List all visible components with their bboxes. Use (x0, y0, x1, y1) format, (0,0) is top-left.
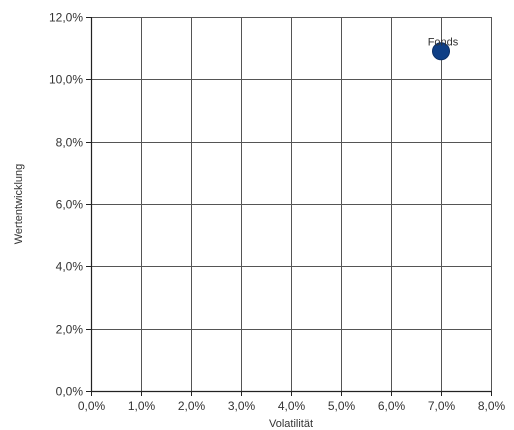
tick-labels: 0,0% 2,0% 4,0% 6,0% 8,0% 10,0% 12,0% 0,0% 1,0% 2,… (49, 11, 506, 414)
x-tick-label: 2,0% (178, 399, 206, 413)
y-tick-label: 8,0% (56, 136, 84, 150)
x-tick-label: 3,0% (228, 399, 256, 413)
x-tick-label: 1,0% (128, 399, 156, 413)
x-tick-label: 6,0% (378, 399, 406, 413)
data-point (432, 42, 450, 61)
x-tick-label: 5,0% (328, 399, 356, 413)
y-tick-label: 12,0% (49, 11, 83, 25)
y-tick-label: 0,0% (56, 385, 84, 399)
y-tick-label: 4,0% (56, 260, 84, 274)
grid-lines (91, 17, 492, 392)
y-tick-label: 2,0% (56, 323, 84, 337)
x-tick-label: 8,0% (478, 399, 506, 413)
y-tick-label: 6,0% (56, 198, 84, 212)
data-points: Fonds (428, 36, 459, 61)
data-point-label: Fonds (428, 36, 459, 48)
x-tick-label: 0,0% (78, 399, 106, 413)
x-axis-title: Volatilität (269, 418, 313, 430)
x-tick-label: 4,0% (278, 399, 306, 413)
y-tick-label: 10,0% (49, 73, 83, 87)
x-tick-label: 7,0% (428, 399, 456, 413)
y-axis-title: Wertentwicklung (13, 164, 25, 245)
